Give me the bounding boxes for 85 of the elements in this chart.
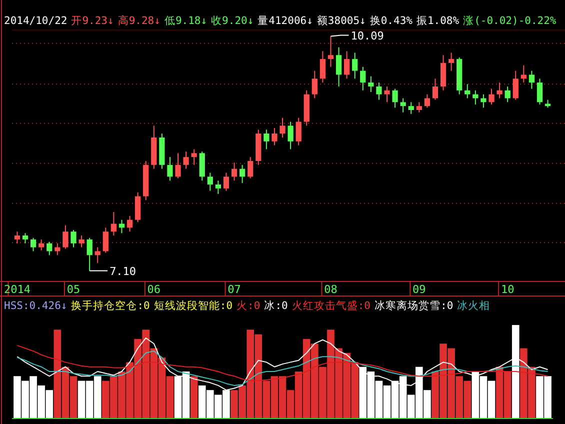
candlestick — [102, 227, 108, 254]
candlestick — [288, 121, 294, 150]
candlestick — [344, 50, 350, 80]
candlestick — [30, 237, 36, 252]
candlestick — [223, 172, 230, 192]
candlestick — [368, 76, 374, 92]
text: 涨(-0.02)-0.22% — [463, 15, 557, 27]
candlestick — [312, 70, 318, 99]
candlestick — [272, 128, 278, 146]
candlestick — [183, 151, 189, 170]
candlestick — [46, 241, 52, 256]
candlestick — [448, 52, 454, 72]
x-tick-label: 10 — [500, 283, 514, 296]
candlestick — [480, 94, 486, 108]
text: 收9.20↓ — [211, 15, 254, 27]
candlestick — [384, 86, 390, 103]
annotation: 7.10 — [110, 264, 136, 278]
text: 换手持仓空仓:0 — [71, 299, 150, 312]
candlestick — [248, 156, 254, 179]
candlestick — [199, 151, 205, 182]
candlestick — [126, 215, 133, 232]
candlestick — [94, 246, 100, 264]
candlestick — [110, 211, 116, 236]
text: 火:0 — [236, 299, 260, 312]
candlestick — [328, 36, 334, 68]
candlestick — [496, 82, 502, 99]
candlestick — [280, 117, 286, 138]
candlestick — [536, 78, 543, 106]
candlestick — [376, 82, 382, 100]
candlestick — [488, 88, 494, 106]
x-tick-label: 05 — [66, 283, 80, 296]
candlestick — [528, 70, 535, 90]
candlestick — [512, 70, 518, 100]
text: 高9.28↓ — [118, 14, 160, 27]
candlestick — [392, 88, 398, 108]
text: 冰火相 — [457, 299, 490, 312]
text: 开9.23↓ — [71, 15, 114, 27]
text: 火红攻击气盛:0 — [292, 299, 370, 312]
candlestick — [264, 129, 270, 150]
x-tick-label: 06 — [147, 283, 161, 296]
candlestick — [432, 78, 438, 100]
candlestick — [400, 98, 406, 113]
text: 冰:0 — [264, 299, 288, 312]
candlestick — [167, 156, 173, 182]
text: 冰寒离场赏雪:0 — [374, 299, 454, 312]
text: 额38005↓ — [316, 14, 366, 27]
text: 振1.08% — [416, 15, 460, 27]
candlestick — [38, 238, 44, 251]
text: 低9.18↓ — [164, 15, 208, 27]
candlestick — [296, 117, 302, 146]
text: 2014/10/22 — [4, 15, 68, 27]
candlestick — [408, 102, 414, 114]
candlestick — [504, 86, 510, 103]
candlestick — [191, 148, 197, 166]
candlestick — [62, 224, 68, 250]
x-tick-label: 08 — [324, 283, 338, 296]
candlestick — [231, 162, 238, 182]
candlestick — [215, 180, 222, 194]
text: HSS:0.426↓ — [4, 300, 68, 312]
annotation: 10.09 — [350, 29, 384, 42]
candlestick — [207, 172, 213, 192]
candlestick — [14, 231, 20, 244]
candlestick — [175, 152, 181, 179]
text: 短线波段智能:0 — [154, 299, 233, 312]
candlestick — [22, 232, 28, 244]
x-tick-label: 09 — [412, 283, 426, 296]
candlestick — [464, 84, 470, 99]
candlestick — [86, 237, 92, 272]
candlestick — [118, 219, 125, 234]
candlestick — [352, 52, 358, 80]
candlestick — [424, 94, 430, 108]
candlestick — [320, 50, 326, 84]
candlestick — [520, 64, 526, 84]
bar — [190, 376, 198, 418]
x-tick-label: 07 — [228, 283, 241, 296]
candlestick — [360, 66, 366, 91]
text: 换0.43% — [370, 15, 414, 27]
candlestick — [78, 235, 84, 248]
candlestick — [239, 164, 246, 184]
candlestick — [440, 54, 446, 91]
candlestick — [416, 102, 422, 113]
candlestick — [336, 46, 342, 87]
text: 量412006↓ — [258, 15, 313, 27]
candlestick — [134, 192, 141, 223]
candlestick — [70, 230, 76, 248]
